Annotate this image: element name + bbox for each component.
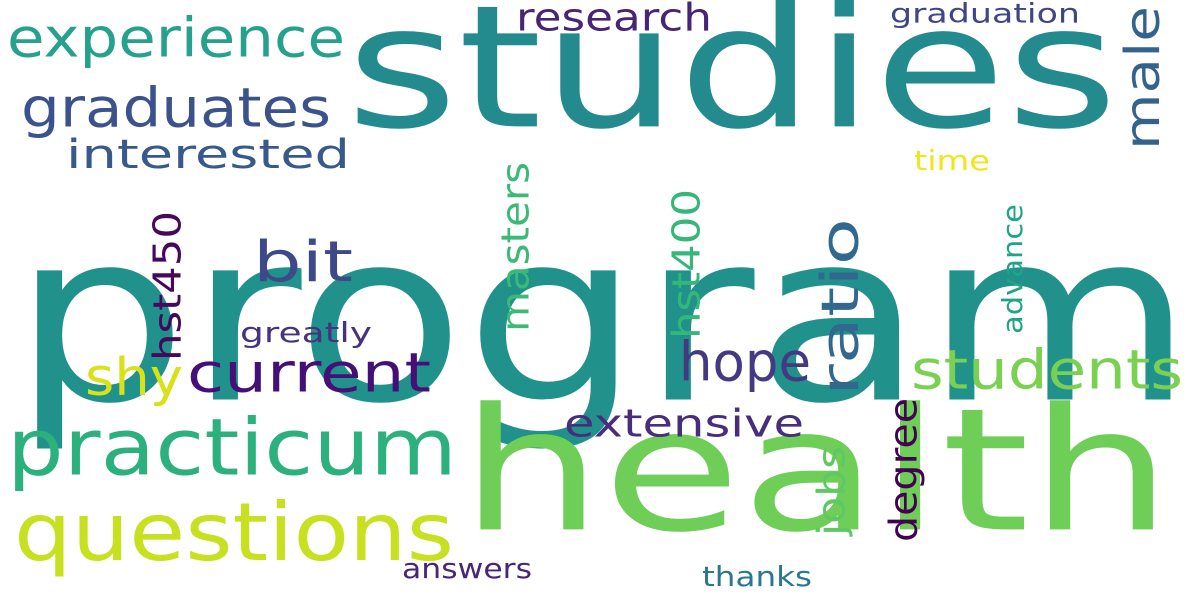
word-ratio: ratio [811, 218, 871, 396]
word-health: health [460, 372, 1172, 570]
word-masters: masters [494, 162, 538, 332]
word-graduation: graduation [890, 0, 1080, 30]
word-advance: advance [996, 204, 1029, 334]
word-graduates: graduates [21, 77, 331, 140]
word-current: current [187, 342, 431, 405]
word-hst450: hst450 [146, 211, 190, 361]
word-practicum: practicum [7, 403, 457, 493]
word-extensive: extensive [564, 402, 804, 446]
word-questions: questions [14, 486, 454, 579]
word-interested: interested [66, 132, 350, 178]
word-program: program [12, 180, 1194, 455]
word-hst400: hst400 [665, 189, 709, 339]
word-research: research [516, 0, 712, 40]
word-shy: shy [85, 348, 183, 408]
word-experience: experience [7, 7, 345, 70]
word-jobs: jobs [810, 446, 854, 537]
word-thanks: thanks [702, 560, 812, 593]
word-greatly: greatly [240, 316, 372, 349]
word-male: male [1115, 6, 1171, 150]
word-studies: studies [346, 0, 1118, 167]
word-answers: answers [402, 552, 532, 585]
word-students: students [911, 339, 1183, 402]
word-degree: degree [882, 398, 926, 542]
word-bit: bit [253, 230, 353, 295]
word-hope: hope [679, 331, 811, 394]
word-time: time [914, 144, 990, 177]
